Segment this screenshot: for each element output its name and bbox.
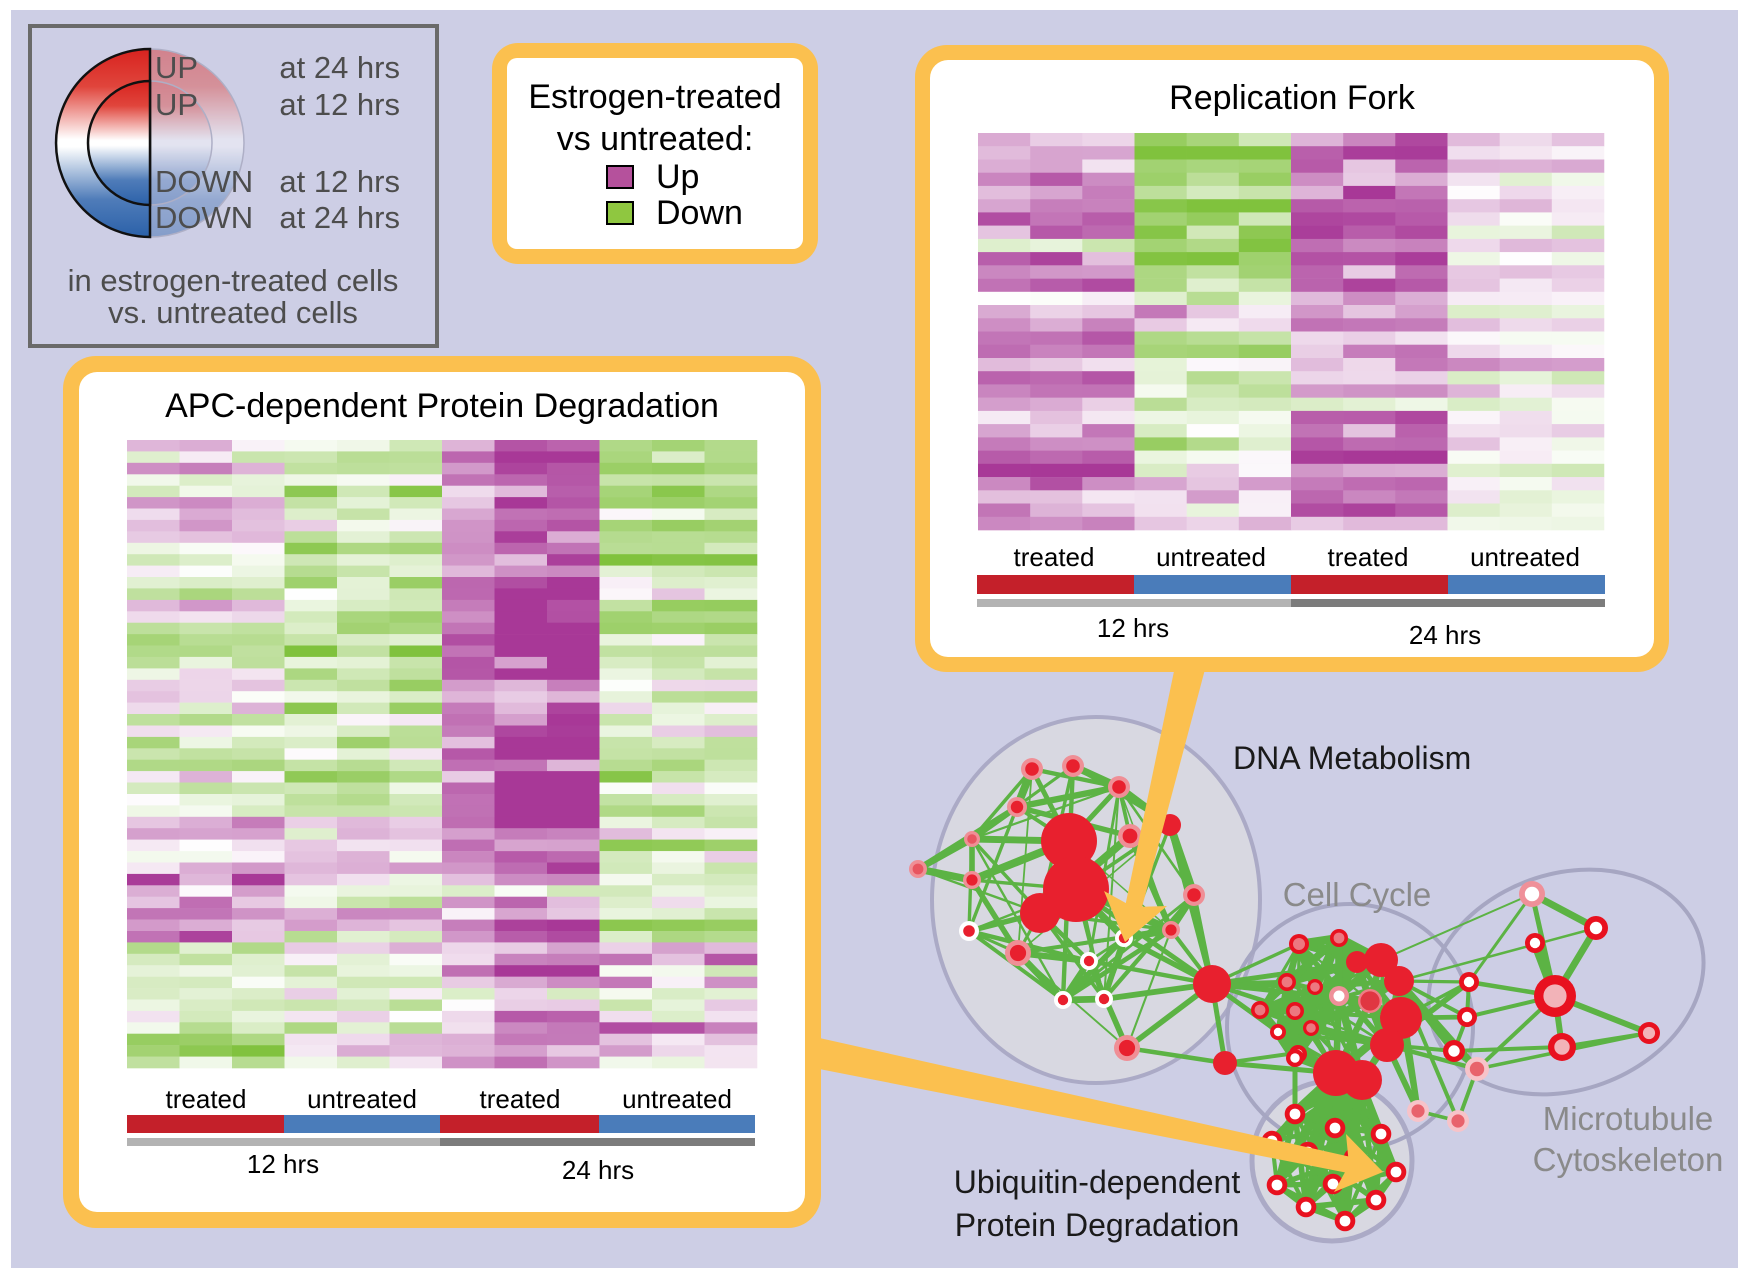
svg-text:12 hrs: 12 hrs (247, 1149, 319, 1179)
svg-text:treated: treated (1328, 542, 1409, 572)
svg-text:DOWN: DOWN (155, 164, 253, 199)
svg-text:untreated: untreated (307, 1084, 417, 1114)
svg-text:untreated: untreated (1156, 542, 1266, 572)
svg-text:Ubiquitin-dependent: Ubiquitin-dependent (954, 1164, 1241, 1200)
svg-text:vs. untreated cells: vs. untreated cells (108, 295, 358, 330)
svg-text:Replication Fork: Replication Fork (1169, 79, 1416, 117)
svg-text:DOWN: DOWN (155, 200, 253, 235)
svg-text:vs untreated:: vs untreated: (557, 120, 754, 158)
svg-text:treated: treated (1014, 542, 1095, 572)
svg-text:treated: treated (166, 1084, 247, 1114)
svg-text:24 hrs: 24 hrs (562, 1155, 634, 1185)
svg-text:Estrogen-treated: Estrogen-treated (528, 78, 781, 116)
svg-text:in estrogen-treated cells: in estrogen-treated cells (68, 263, 399, 298)
svg-text:untreated: untreated (1470, 542, 1580, 572)
svg-text:at 12 hrs: at 12 hrs (279, 164, 400, 199)
svg-text:12 hrs: 12 hrs (1097, 613, 1169, 643)
svg-text:at 24 hrs: at 24 hrs (279, 200, 400, 235)
svg-text:UP: UP (155, 87, 198, 122)
svg-text:at 24 hrs: at 24 hrs (279, 50, 400, 85)
svg-text:DNA Metabolism: DNA Metabolism (1233, 740, 1471, 776)
svg-text:Cell Cycle: Cell Cycle (1283, 876, 1432, 913)
svg-text:Protein Degradation: Protein Degradation (955, 1207, 1240, 1243)
svg-text:treated: treated (480, 1084, 561, 1114)
svg-text:24 hrs: 24 hrs (1409, 620, 1481, 650)
svg-text:Microtubule: Microtubule (1543, 1100, 1714, 1137)
svg-text:at 12 hrs: at 12 hrs (279, 87, 400, 122)
svg-text:Down: Down (656, 194, 743, 232)
svg-text:Up: Up (656, 158, 699, 196)
svg-text:Cytoskeleton: Cytoskeleton (1533, 1141, 1724, 1178)
svg-text:APC-dependent Protein Degradat: APC-dependent Protein Degradation (165, 387, 719, 425)
svg-text:untreated: untreated (622, 1084, 732, 1114)
svg-text:UP: UP (155, 50, 198, 85)
